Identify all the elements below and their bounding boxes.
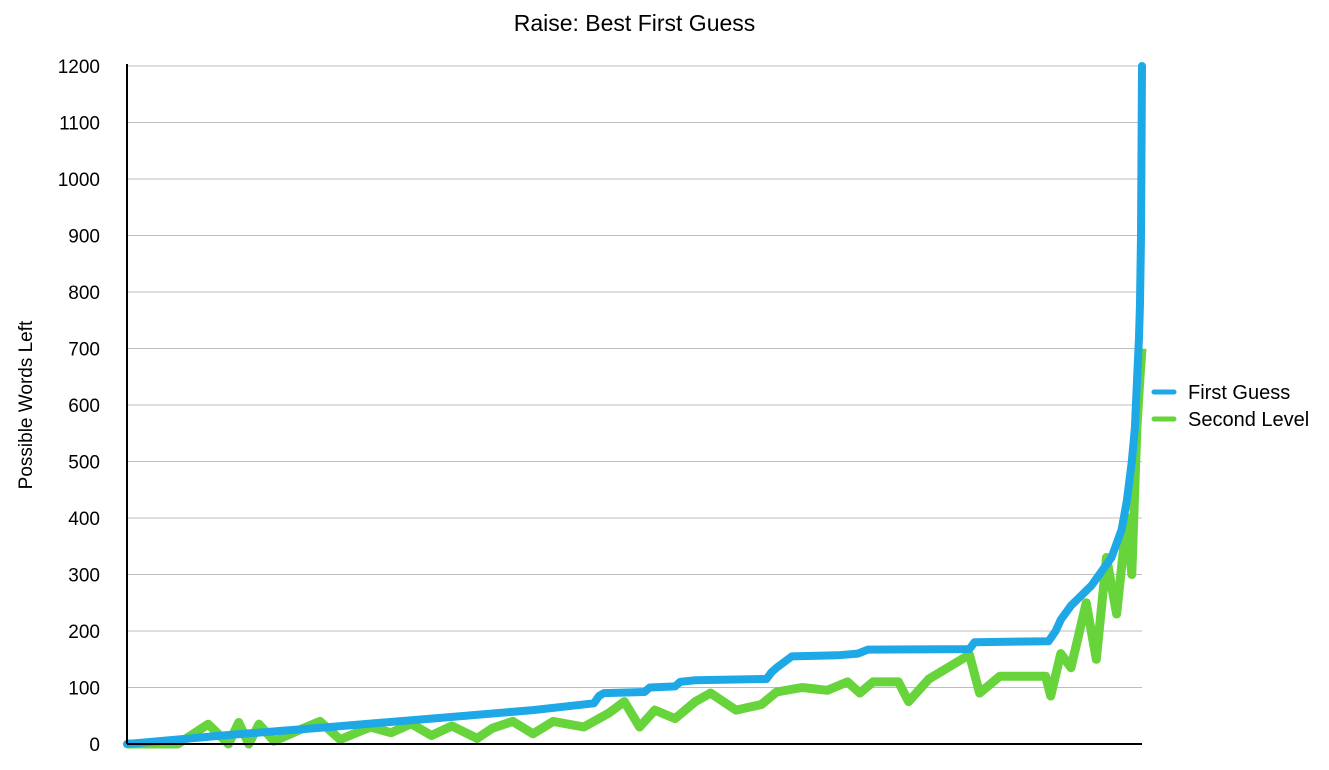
axes xyxy=(126,64,1142,745)
chart-title: Raise: Best First Guess xyxy=(513,10,756,36)
y-tick-label-1000: 1000 xyxy=(58,170,100,191)
second-level-line xyxy=(127,348,1147,749)
y-tick-label-900: 900 xyxy=(68,227,100,248)
y-tick-label-1100: 1100 xyxy=(59,114,100,135)
y-tick-label-600: 600 xyxy=(68,396,100,417)
y-tick-label-400: 400 xyxy=(68,509,100,530)
y-tick-label-800: 800 xyxy=(68,283,100,304)
series-second-level xyxy=(127,348,1147,749)
y-tick-label-500: 500 xyxy=(68,453,100,474)
grid-lines xyxy=(127,65,1142,688)
y-tick-label-1200: 1200 xyxy=(58,57,100,78)
y-tick-label-100: 100 xyxy=(68,679,100,700)
legend-label-1: Second Level xyxy=(1188,409,1309,431)
legend-label-0: First Guess xyxy=(1188,382,1290,404)
series-first-guess xyxy=(123,62,1146,748)
y-tick-label-0: 0 xyxy=(89,735,100,756)
y-tick-label-700: 700 xyxy=(68,340,100,361)
y-axis-tick-labels: 0 100 200 300 400 500 600 700 800 900 1000 1100 1200 xyxy=(58,57,100,756)
y-tick-label-200: 200 xyxy=(68,622,100,643)
legend: First Guess Second Level xyxy=(1151,382,1309,431)
y-tick-label-300: 300 xyxy=(68,566,100,587)
first-guess-line xyxy=(123,62,1146,748)
y-axis-title: Possible Words Left xyxy=(16,320,37,489)
